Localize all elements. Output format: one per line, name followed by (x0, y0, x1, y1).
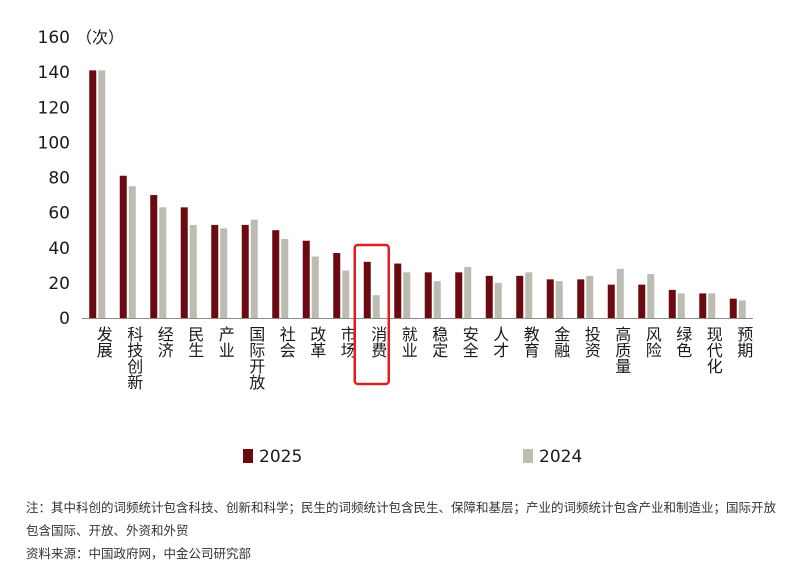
category-label: 国际开放 (246, 326, 265, 391)
bar-2025 (333, 253, 341, 318)
category-label: 现代化 (704, 326, 723, 374)
bar-2025 (150, 195, 158, 318)
bar-2025 (119, 175, 127, 318)
bar-2024 (250, 219, 258, 318)
category-label: 绿色 (673, 326, 692, 358)
bar-2025 (516, 275, 524, 318)
bar-2025 (699, 293, 707, 318)
category-label: 改革 (307, 326, 326, 358)
bar-2024 (738, 300, 746, 318)
bar-2025 (577, 279, 585, 318)
bar-2025 (424, 272, 432, 318)
highlight-box (353, 243, 390, 386)
bar-2025 (546, 279, 554, 318)
bar-2024 (220, 228, 228, 318)
bar-2025 (638, 284, 646, 318)
y-tick-label: 100 (38, 133, 70, 153)
category-label: 教育 (521, 326, 540, 359)
category-label: 稳定 (429, 326, 448, 358)
bar-2024 (433, 281, 441, 318)
bar-2024 (616, 268, 624, 318)
legend-swatch-2024 (523, 449, 533, 463)
category-label: 人才 (490, 326, 509, 358)
bar-2025 (272, 230, 280, 318)
bar-2024 (464, 267, 472, 318)
legend-label: 2024 (539, 447, 582, 467)
y-tick-label: 120 (38, 98, 70, 118)
category-label: 社会 (277, 326, 296, 358)
category-label: 预期 (734, 326, 753, 359)
legend-label: 2025 (259, 447, 302, 467)
bar-2024 (159, 207, 167, 318)
y-tick-label: 0 (59, 309, 70, 329)
bar-2024 (586, 275, 594, 318)
category-label: 风险 (643, 326, 662, 358)
category-label: 经济 (155, 326, 174, 358)
bar-2025 (363, 261, 371, 318)
category-label: 民生 (185, 326, 204, 358)
category-label: 市场 (338, 326, 357, 359)
bar-2024 (372, 295, 380, 318)
category-label: 产业 (216, 326, 235, 358)
bar-2025 (394, 263, 402, 318)
y-tick-label: 40 (48, 239, 70, 259)
bar-2024 (98, 70, 106, 319)
legend-swatch-2025 (243, 449, 253, 463)
bar-2024 (647, 274, 655, 318)
y-tick-label: 160 (38, 28, 70, 48)
bar-2025 (607, 284, 615, 318)
y-tick-label: 80 (48, 169, 70, 189)
bar-chart: 0 20 40 60 80 100 120 140 160 （次） 发展 科技创新 经济 民生 产业 国际开放… (38, 28, 754, 467)
category-label: 金融 (551, 326, 570, 359)
category-label: 科技创新 (124, 326, 143, 390)
bar-2025 (668, 289, 676, 318)
bar-2024 (708, 293, 716, 318)
bar-2025 (455, 272, 463, 318)
category-label: 投资 (582, 326, 601, 358)
y-tick-label: 20 (48, 274, 70, 294)
bar-2025 (89, 70, 97, 319)
category-label: 就业 (399, 326, 418, 358)
y-unit-label: （次） (76, 28, 124, 47)
bar-2024 (494, 282, 502, 318)
bar-2025 (485, 275, 493, 318)
bar-2025 (211, 224, 219, 318)
bar-2024 (189, 224, 197, 318)
bar-2025 (729, 298, 737, 318)
bar-2025 (302, 240, 310, 318)
bar-2024 (342, 270, 350, 318)
bar-2024 (677, 293, 685, 318)
category-label: 安全 (460, 326, 479, 358)
bar-2024 (403, 272, 411, 318)
category-label: 高质量 (612, 326, 631, 374)
y-tick-label: 60 (48, 204, 70, 224)
y-tick-label: 140 (38, 63, 70, 83)
bar-2025 (180, 207, 188, 318)
category-label: 消费 (368, 326, 387, 358)
bar-2024 (555, 281, 563, 318)
bar-2024 (311, 256, 319, 318)
bar-2024 (281, 238, 289, 318)
bar-2025 (241, 224, 249, 318)
chart-footnote: 注：其中科创的词频统计包含科技、创新和科学；民生的词频统计包含民生、保障和基层；… (26, 500, 777, 538)
category-label: 发展 (94, 326, 113, 358)
bar-2024 (128, 186, 136, 318)
bar-2024 (525, 272, 533, 318)
chart-source: 资料来源：中国政府网，中金公司研究部 (26, 546, 252, 561)
